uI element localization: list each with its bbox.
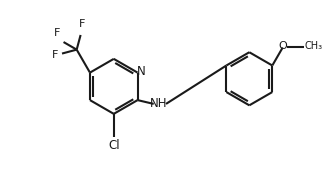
Text: CH₃: CH₃ (305, 41, 322, 52)
Text: O: O (278, 41, 287, 52)
Text: F: F (78, 19, 85, 29)
Text: NH: NH (150, 97, 167, 110)
Text: Cl: Cl (108, 140, 119, 153)
Text: N: N (137, 65, 146, 78)
Text: F: F (52, 49, 58, 60)
Text: F: F (54, 28, 60, 38)
